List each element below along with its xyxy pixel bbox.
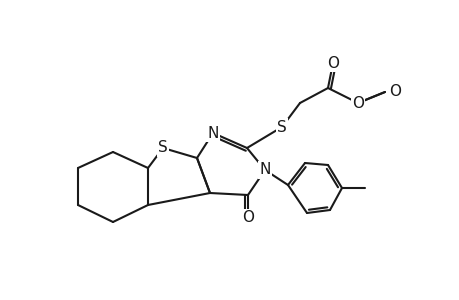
Text: O: O	[351, 95, 363, 110]
Text: N: N	[259, 163, 270, 178]
Text: O: O	[241, 211, 253, 226]
Text: O: O	[388, 85, 400, 100]
Text: O: O	[326, 56, 338, 70]
Text: O: O	[326, 56, 338, 70]
Text: N: N	[207, 125, 218, 140]
Text: N: N	[207, 125, 218, 140]
Text: S: S	[276, 119, 286, 134]
Text: N: N	[259, 163, 270, 178]
Text: S: S	[276, 119, 286, 134]
Text: S: S	[158, 140, 168, 155]
Text: O: O	[241, 211, 253, 226]
Text: O: O	[351, 95, 363, 110]
Text: S: S	[158, 140, 168, 155]
